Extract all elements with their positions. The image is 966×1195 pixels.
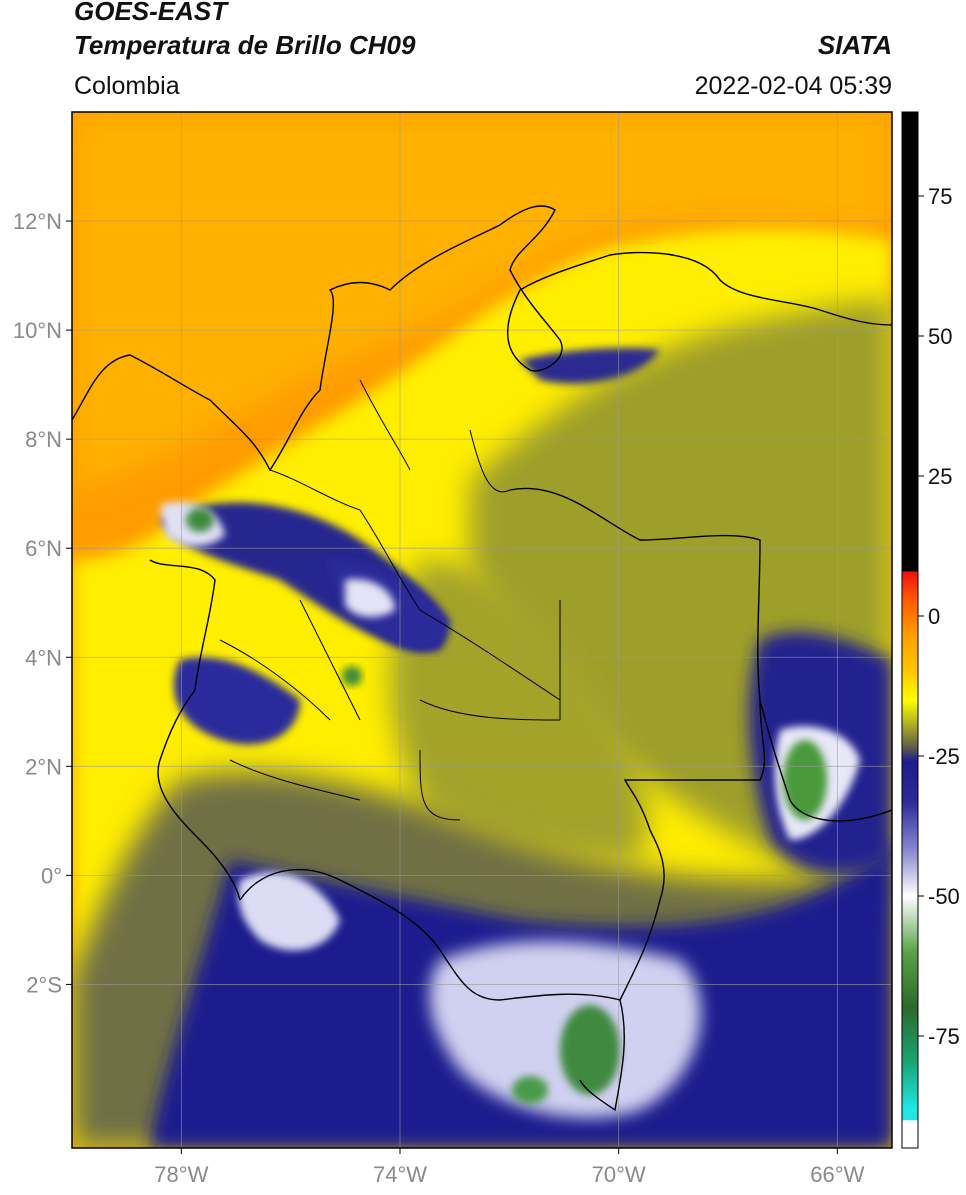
colorbar-tick-label: 0	[928, 604, 940, 629]
caribbean-coastline	[72, 205, 892, 472]
lon-tick-label: 70°W	[592, 1162, 646, 1187]
lon-tick-label: 78°W	[154, 1162, 208, 1187]
lat-tick-label: 10°N	[13, 318, 62, 343]
lon-tick-label: 74°W	[373, 1162, 427, 1187]
colorbar	[901, 111, 919, 1149]
coldest-spot-andes	[342, 666, 362, 686]
colorbar-tick-label: -50	[928, 884, 960, 909]
colorbar-ticks: 75 50 25 0 -25 -50 -75	[918, 184, 960, 1049]
product-title: Temperatura de Brillo CH09	[74, 30, 416, 60]
peru-border	[579, 999, 625, 1112]
internal-boundaries	[219, 379, 561, 821]
brightness-temperature-field	[72, 112, 892, 1148]
map-frame	[71, 111, 893, 1149]
lat-tick-label: 2°N	[25, 754, 62, 779]
lat-tick-label: 2°S	[26, 972, 62, 997]
very-cold-area-andes	[345, 579, 395, 617]
colorbar-tick-label: 25	[928, 464, 952, 489]
lon-tick-label: 66°W	[810, 1162, 864, 1187]
lat-tick-label: 4°N	[25, 645, 62, 670]
ecuador-border	[239, 868, 621, 1001]
lat-tick-label: 8°N	[25, 427, 62, 452]
mid-cloud-center	[390, 560, 648, 860]
lat-tick-label: 6°N	[25, 536, 62, 561]
lat-tick-label: 12°N	[13, 209, 62, 234]
boundaries	[72, 205, 892, 1112]
lat-tick-label: 0°	[41, 863, 62, 888]
coldest-spot-south	[560, 1005, 620, 1095]
very-cold-area-southwest	[238, 872, 340, 951]
region-label: Colombia	[74, 72, 180, 100]
colorbar-tick-label: -75	[928, 1024, 960, 1049]
brazil-border	[619, 699, 766, 1001]
coldest-spot-east	[783, 740, 827, 820]
cold-cloud-cell-2	[174, 657, 300, 745]
agency-label: SIATA	[817, 30, 892, 60]
coldest-spot-south-2	[512, 1076, 548, 1104]
colorbar-tick-label: 50	[928, 324, 952, 349]
colorbar-tick-label: -25	[928, 744, 960, 769]
cold-cloud-cell-3	[520, 348, 660, 384]
pacific-coastline	[149, 559, 241, 901]
gridlines	[72, 112, 892, 1148]
satellite-title: GOES-EAST	[74, 0, 228, 26]
colorbar-tick-label: 75	[928, 184, 952, 209]
venezuela-border	[509, 487, 892, 822]
coldest-spot-uraba	[186, 508, 214, 532]
map-axes: 78°W 74°W 70°W 66°W 12°N 10°N 8°N 6°N 4°N 2°N 0° 2°…	[13, 209, 865, 1187]
datetime-label: 2022-02-04 05:39	[694, 72, 892, 100]
caribbean-warm-area	[72, 112, 892, 490]
